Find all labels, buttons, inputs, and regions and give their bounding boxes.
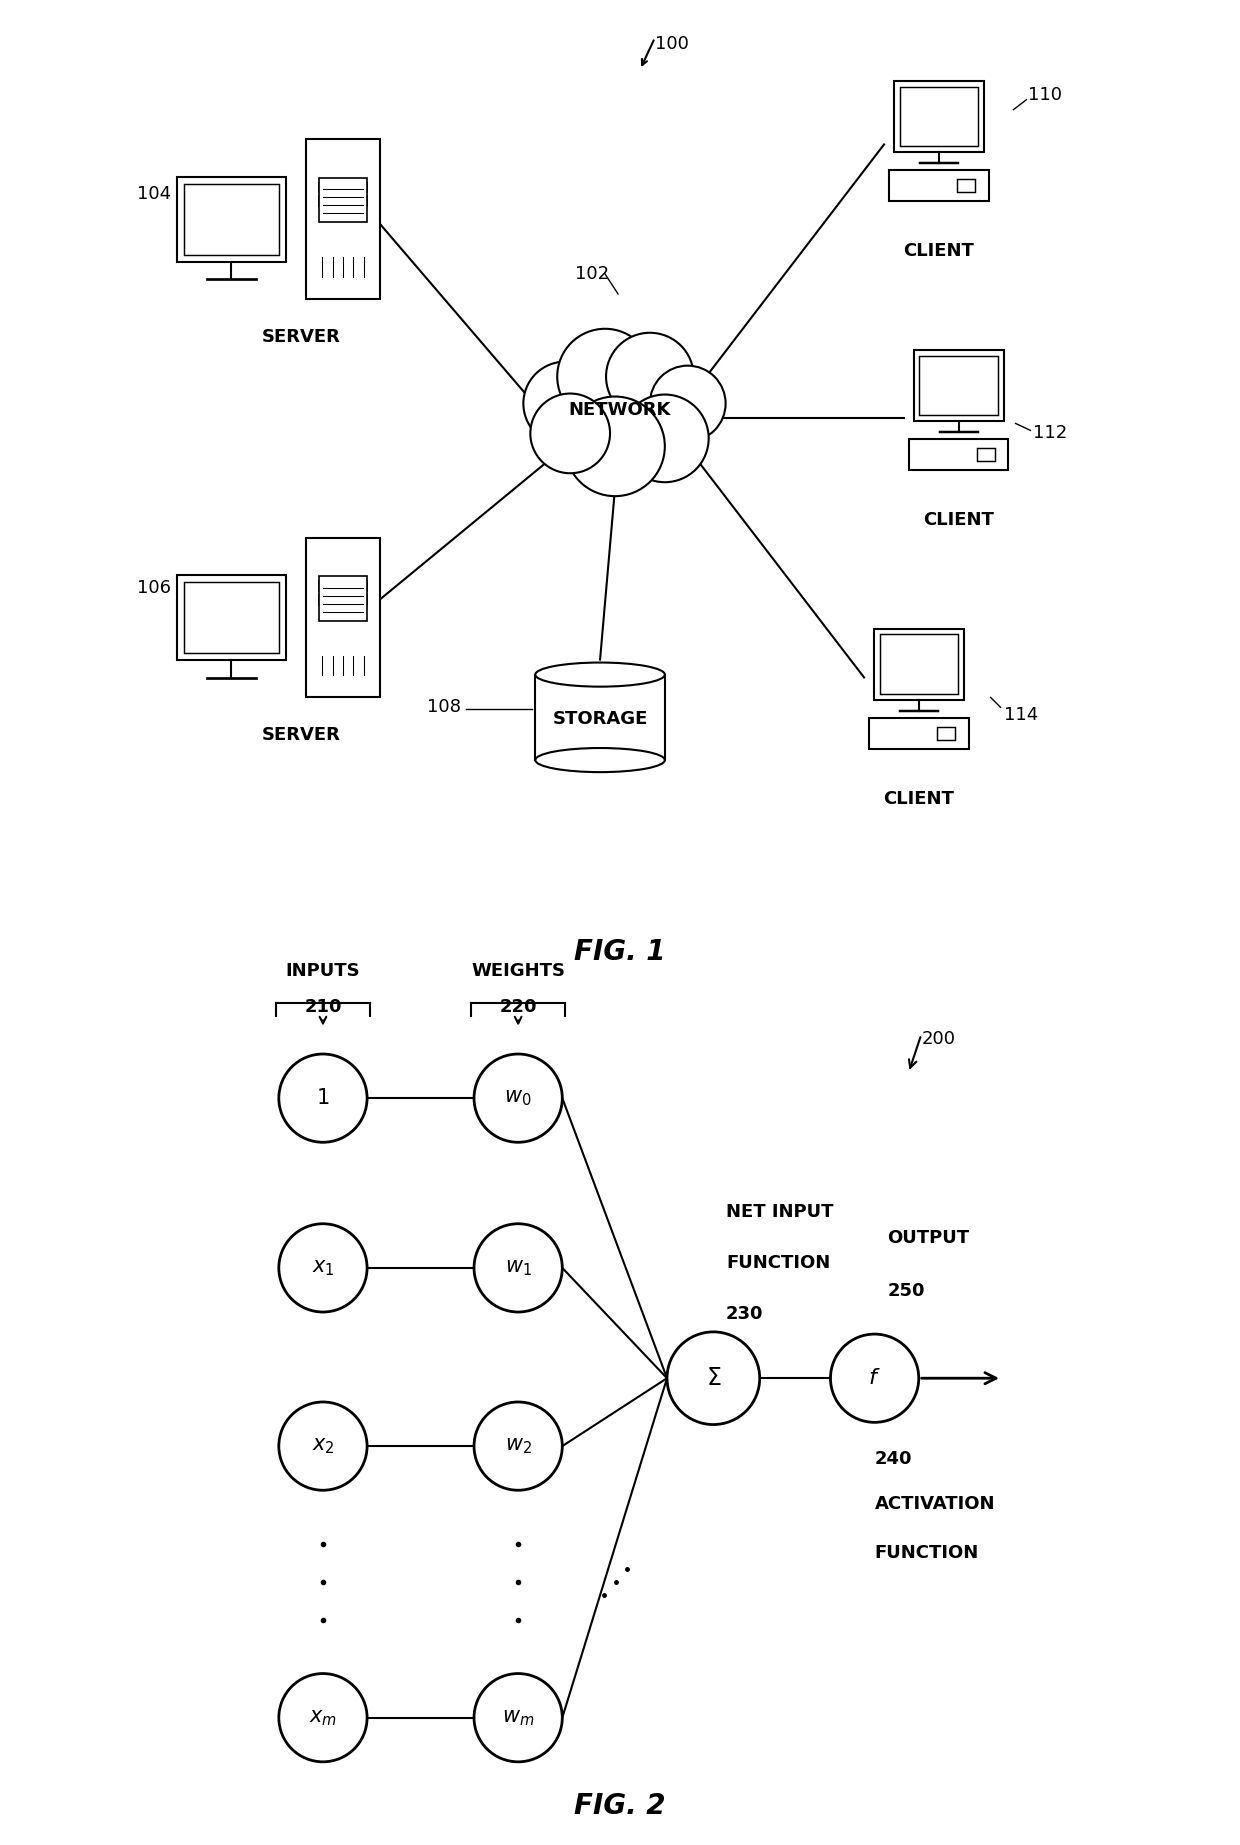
Text: 1: 1 <box>316 1089 330 1109</box>
Ellipse shape <box>536 662 665 686</box>
Text: CLIENT: CLIENT <box>883 790 955 808</box>
Text: $x_m$: $x_m$ <box>309 1708 337 1727</box>
Text: $x_1$: $x_1$ <box>311 1258 335 1279</box>
Text: 200: 200 <box>921 1030 955 1048</box>
Text: NET INPUT: NET INPUT <box>727 1203 833 1221</box>
FancyBboxPatch shape <box>319 177 367 223</box>
FancyBboxPatch shape <box>957 179 975 192</box>
Circle shape <box>474 1053 562 1142</box>
FancyBboxPatch shape <box>306 140 381 299</box>
FancyBboxPatch shape <box>879 635 959 694</box>
Text: 108: 108 <box>427 699 460 716</box>
Text: FIG. 2: FIG. 2 <box>574 1791 666 1819</box>
Text: $w_2$: $w_2$ <box>505 1435 532 1456</box>
Text: SERVER: SERVER <box>262 328 341 345</box>
Text: WEIGHTS: WEIGHTS <box>471 963 565 980</box>
Text: 110: 110 <box>1028 85 1063 103</box>
FancyBboxPatch shape <box>306 539 381 697</box>
Text: CLIENT: CLIENT <box>924 511 994 530</box>
FancyBboxPatch shape <box>319 196 367 207</box>
FancyBboxPatch shape <box>319 581 367 590</box>
Text: SERVER: SERVER <box>262 727 341 744</box>
Text: FUNCTION: FUNCTION <box>727 1255 831 1273</box>
Text: $x_2$: $x_2$ <box>311 1435 335 1456</box>
FancyBboxPatch shape <box>920 356 998 415</box>
FancyBboxPatch shape <box>176 177 286 262</box>
Circle shape <box>474 1673 562 1762</box>
Text: 106: 106 <box>136 579 171 596</box>
Text: 220: 220 <box>500 998 537 1017</box>
FancyBboxPatch shape <box>184 583 279 653</box>
FancyBboxPatch shape <box>319 183 367 192</box>
Text: FUNCTION: FUNCTION <box>874 1544 978 1561</box>
Text: 114: 114 <box>1003 707 1038 725</box>
Circle shape <box>474 1402 562 1491</box>
Text: 104: 104 <box>136 184 171 203</box>
Text: 210: 210 <box>304 998 342 1017</box>
Circle shape <box>279 1223 367 1312</box>
FancyBboxPatch shape <box>914 351 1003 421</box>
FancyBboxPatch shape <box>889 170 988 201</box>
FancyBboxPatch shape <box>909 439 1008 470</box>
Text: FIG. 1: FIG. 1 <box>574 939 666 967</box>
Circle shape <box>474 1223 562 1312</box>
Text: $w_m$: $w_m$ <box>502 1708 534 1727</box>
Text: $w_1$: $w_1$ <box>505 1258 532 1279</box>
Circle shape <box>667 1332 760 1424</box>
Text: 112: 112 <box>1033 424 1068 443</box>
Text: STORAGE: STORAGE <box>552 710 647 729</box>
Ellipse shape <box>536 747 665 771</box>
FancyBboxPatch shape <box>874 629 963 699</box>
Text: CLIENT: CLIENT <box>904 242 975 260</box>
Text: 102: 102 <box>575 266 609 282</box>
Text: 230: 230 <box>727 1304 764 1323</box>
Text: 250: 250 <box>888 1282 925 1301</box>
Text: OUTPUT: OUTPUT <box>888 1229 970 1247</box>
Text: NETWORK: NETWORK <box>569 402 671 419</box>
FancyBboxPatch shape <box>899 87 978 146</box>
FancyBboxPatch shape <box>936 727 955 740</box>
Text: 240: 240 <box>874 1450 913 1469</box>
FancyBboxPatch shape <box>977 448 994 461</box>
Text: $f$: $f$ <box>868 1369 880 1387</box>
FancyBboxPatch shape <box>176 576 286 661</box>
FancyBboxPatch shape <box>319 594 367 605</box>
Text: ACTIVATION: ACTIVATION <box>874 1494 996 1513</box>
FancyBboxPatch shape <box>319 576 367 622</box>
Circle shape <box>279 1673 367 1762</box>
FancyBboxPatch shape <box>894 81 983 151</box>
FancyBboxPatch shape <box>536 675 665 760</box>
Circle shape <box>279 1053 367 1142</box>
Text: $\Sigma$: $\Sigma$ <box>706 1365 722 1391</box>
Text: 100: 100 <box>655 35 688 54</box>
Circle shape <box>279 1402 367 1491</box>
Text: $w_0$: $w_0$ <box>505 1089 532 1109</box>
FancyBboxPatch shape <box>869 718 968 749</box>
FancyBboxPatch shape <box>184 184 279 255</box>
Circle shape <box>831 1334 919 1422</box>
Text: INPUTS: INPUTS <box>285 963 361 980</box>
